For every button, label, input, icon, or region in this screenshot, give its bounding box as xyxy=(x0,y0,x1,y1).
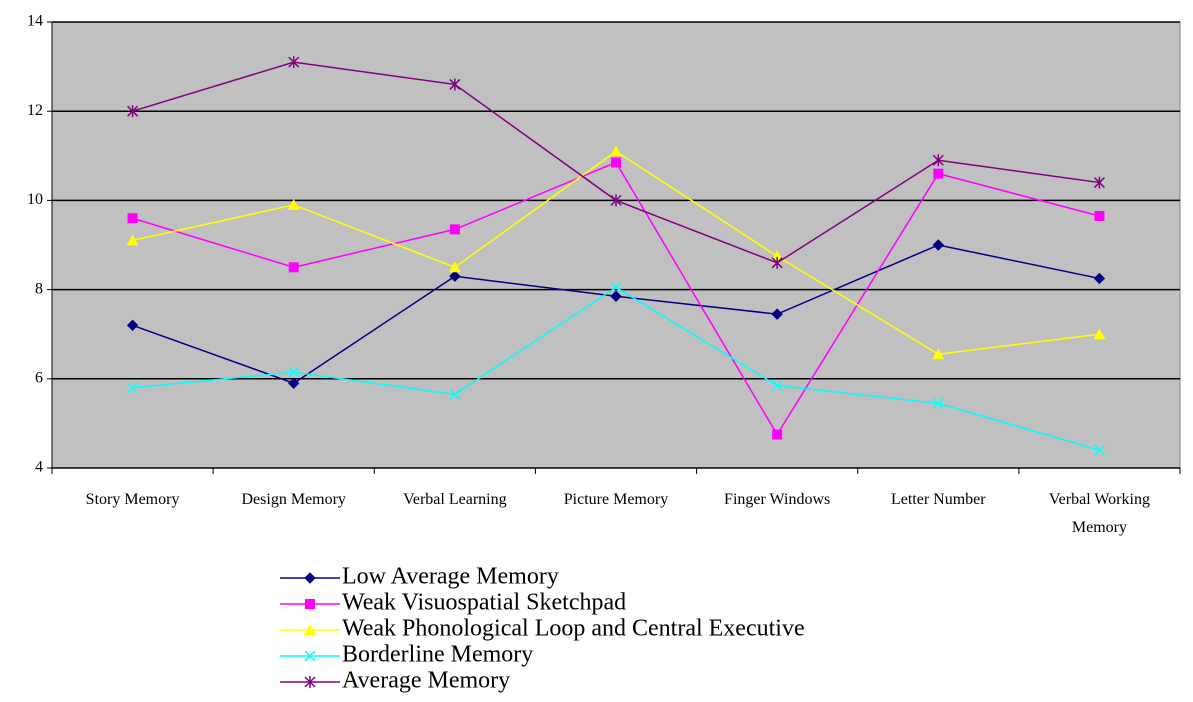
marker-shape xyxy=(932,397,944,409)
marker xyxy=(1093,272,1106,285)
y-tick-label: 10 xyxy=(27,191,43,208)
marker-shape xyxy=(449,224,460,235)
marker-shape xyxy=(610,290,622,302)
marker xyxy=(933,168,944,179)
marker xyxy=(127,105,139,118)
x-tick-label: Verbal Learning xyxy=(403,491,507,508)
marker-shape xyxy=(449,270,461,282)
marker-shape xyxy=(126,234,139,246)
marker xyxy=(1093,176,1105,189)
plot-area xyxy=(51,21,1181,469)
marker-shape xyxy=(449,388,461,400)
marker-shape xyxy=(1093,328,1106,340)
marker-shape xyxy=(771,250,784,262)
marker xyxy=(127,382,139,394)
marker xyxy=(288,377,300,389)
y-tick-label: 14 xyxy=(27,13,43,30)
legend-marker xyxy=(304,572,316,584)
marker-shape xyxy=(771,308,783,320)
marker xyxy=(610,281,622,293)
marker xyxy=(771,256,783,269)
marker xyxy=(611,157,621,168)
marker-shape xyxy=(304,572,316,584)
marker xyxy=(126,234,139,246)
x-tick-label: Finger Windows xyxy=(724,491,831,508)
marker xyxy=(126,319,139,331)
marker xyxy=(449,388,461,400)
marker xyxy=(127,213,138,224)
marker xyxy=(1093,328,1106,340)
marker-shape xyxy=(288,262,299,273)
x-tick-label: Design Memory xyxy=(241,491,346,508)
marker-shape xyxy=(288,377,300,389)
legend-label: Average Memory xyxy=(342,668,510,694)
marker-shape xyxy=(287,198,300,210)
marker-shape xyxy=(771,379,783,392)
marker xyxy=(772,429,783,440)
marker xyxy=(448,261,461,273)
marker xyxy=(610,145,622,157)
marker-shape xyxy=(304,624,316,635)
marker-shape xyxy=(1093,444,1105,456)
marker-shape xyxy=(611,157,621,168)
x-tick-label: Picture Memory xyxy=(563,491,669,508)
marker xyxy=(1094,211,1105,222)
legend-marker xyxy=(304,650,316,662)
marker xyxy=(449,224,460,235)
marker xyxy=(932,239,944,251)
legend-marker xyxy=(304,624,316,635)
marker-shape xyxy=(932,348,945,360)
y-tick-label: 12 xyxy=(27,102,43,119)
legend-label: Weak Visuospatial Sketchpad xyxy=(342,590,626,616)
legend-label: Weak Phonological Loop and Central Execu… xyxy=(342,616,805,642)
marker-shape xyxy=(933,168,944,179)
marker-shape xyxy=(127,213,138,224)
marker-shape xyxy=(772,429,783,440)
legend-marker xyxy=(304,676,316,688)
marker xyxy=(287,198,300,210)
x-tick-label: Verbal Working Memory xyxy=(1048,491,1150,536)
legend-label: Low Average Memory xyxy=(342,564,559,590)
marker-shape xyxy=(610,145,622,157)
marker-shape xyxy=(932,239,944,251)
marker xyxy=(932,154,944,167)
y-tick-label: 6 xyxy=(35,369,43,386)
marker-shape xyxy=(1094,211,1105,222)
marker xyxy=(771,308,783,320)
legend-marker xyxy=(305,599,315,609)
y-tick-label: 8 xyxy=(35,280,43,297)
marker xyxy=(288,366,300,378)
x-tick-label: Story Memory xyxy=(85,491,180,508)
marker-shape xyxy=(610,281,622,293)
marker-shape xyxy=(127,382,139,394)
marker xyxy=(449,270,461,282)
marker xyxy=(288,56,300,69)
marker xyxy=(610,290,622,302)
marker-shape xyxy=(304,650,316,662)
marker-shape xyxy=(288,366,300,378)
marker xyxy=(932,397,944,409)
marker xyxy=(932,348,945,360)
marker-shape xyxy=(1093,272,1106,285)
y-tick-label: 4 xyxy=(35,459,43,476)
marker xyxy=(771,250,784,262)
marker-shape xyxy=(305,599,315,609)
legend-label: Borderline Memory xyxy=(342,642,533,668)
marker xyxy=(610,194,622,207)
marker xyxy=(449,78,461,91)
x-tick-label: Letter Number xyxy=(890,491,986,508)
marker xyxy=(771,379,783,392)
marker xyxy=(1093,444,1105,456)
marker-shape xyxy=(126,319,139,331)
marker-shape xyxy=(448,261,461,273)
marker xyxy=(288,262,299,273)
